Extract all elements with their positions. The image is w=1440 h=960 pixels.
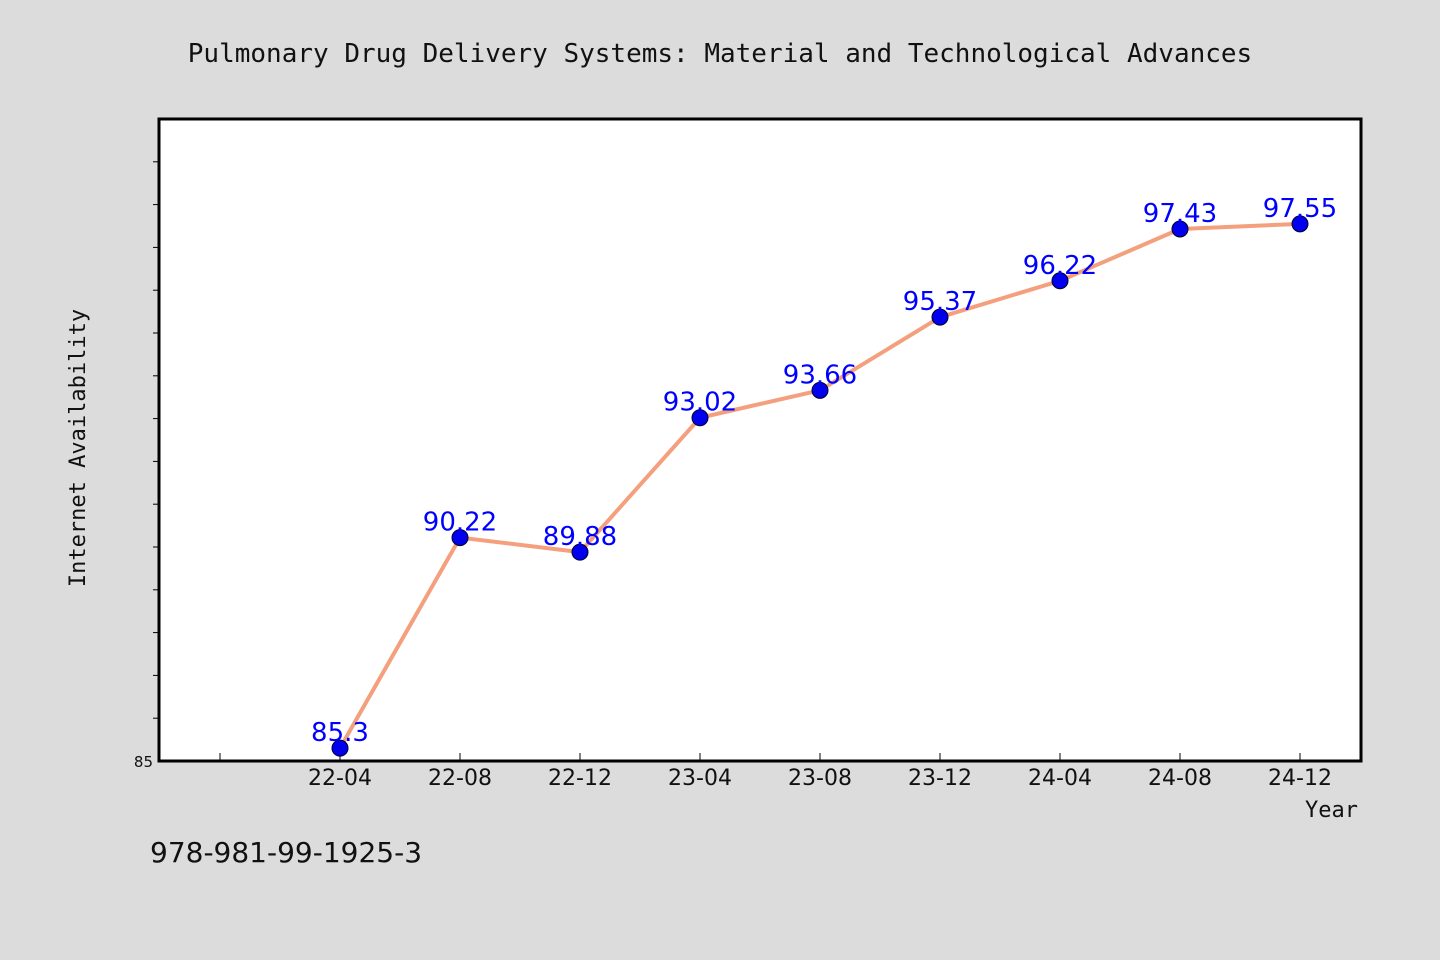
data-value-label: 96.22 [1023,251,1097,281]
data-value-label: 95.37 [903,287,977,317]
x-tick-label: 23-12 [908,766,972,791]
series-layer: 85.3 90.22 89.88 93.02 93.66 95.37 96.22 97.43 9… [311,194,1337,757]
data-value-label: 89.88 [543,522,617,552]
data-point-marker [331,739,349,757]
data-point-marker [1051,272,1069,290]
data-point-marker [451,529,469,547]
plot-area [157,117,1363,763]
data-point-marker [931,308,949,326]
data-value-label: 85.3 [311,718,369,748]
y-axis-ticks: 85 [134,161,159,771]
x-axis-label: Year [1305,798,1358,823]
data-value-label: 90.22 [423,508,497,538]
x-tick-label: 22-08 [428,766,492,791]
chart-title: Pulmonary Drug Delivery Systems: Materia… [188,39,1252,69]
data-point-marker [811,381,829,399]
isbn-footer: 978-981-99-1925-3 [150,836,422,869]
y-tick-label: 85 [134,753,153,771]
x-tick-label: 24-12 [1268,766,1332,791]
x-tick-label: 23-08 [788,766,852,791]
data-value-label: 97.43 [1143,199,1217,229]
x-tick-label: 22-12 [548,766,612,791]
data-point-marker [691,409,709,427]
x-tick-label: 22-04 [308,766,372,791]
data-point-marker [1291,215,1309,233]
x-axis-ticks: 22-04 22-08 22-12 23-04 23-08 23-12 24-04 24-08… [219,753,1332,791]
x-tick-label: 23-04 [668,766,732,791]
x-tick-label: 24-08 [1148,766,1212,791]
data-value-label: 97.55 [1263,194,1337,224]
x-tick-label: 24-04 [1028,766,1092,791]
y-axis-label: Internet Availability [66,309,91,587]
data-value-label: 93.66 [783,360,857,390]
data-point-marker [1171,220,1189,238]
data-value-label: 93.02 [663,388,737,418]
data-point-marker [571,543,589,561]
